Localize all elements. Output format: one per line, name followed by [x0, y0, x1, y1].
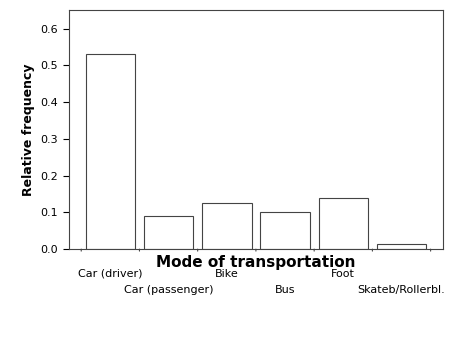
Y-axis label: Relative frequency: Relative frequency: [22, 64, 35, 196]
Bar: [377, 244, 426, 249]
Bar: [319, 198, 368, 249]
Bar: [144, 216, 193, 249]
Text: Bike: Bike: [215, 268, 239, 279]
Text: Car (passenger): Car (passenger): [124, 285, 213, 295]
X-axis label: Mode of transportation: Mode of transportation: [156, 255, 356, 270]
Bar: [260, 212, 310, 249]
Bar: [85, 54, 135, 249]
Text: Skateb/Rollerbl.: Skateb/Rollerbl.: [358, 285, 446, 295]
Text: Foot: Foot: [331, 268, 355, 279]
Text: Car (driver): Car (driver): [78, 268, 143, 279]
Bar: [202, 203, 251, 249]
Text: Bus: Bus: [275, 285, 295, 295]
